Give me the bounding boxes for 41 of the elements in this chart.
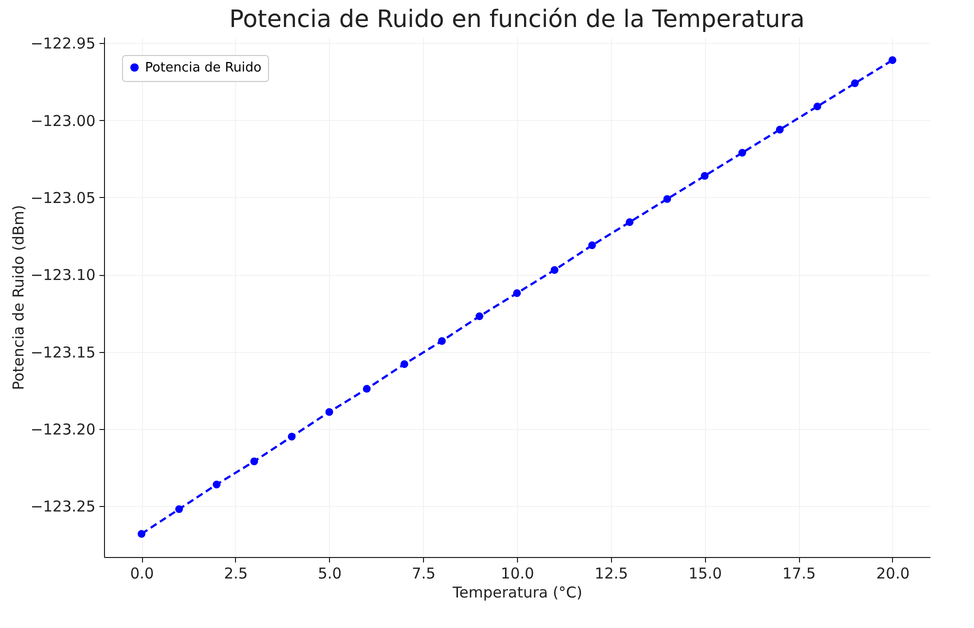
point (588, 241, 596, 250)
point (776, 126, 784, 134)
y-tick-label: −122.95 (30, 34, 96, 53)
y-tick-label: −123.10 (30, 266, 96, 284)
point (438, 337, 446, 345)
point (175, 505, 183, 514)
y-axis-title: Potencia de Ruido (dBm) (9, 204, 28, 390)
point (700, 172, 709, 180)
x-tick-label: 12.5 (594, 564, 628, 582)
point (325, 408, 334, 416)
point (626, 218, 634, 226)
x-tick-label: 0.0 (130, 564, 154, 582)
x-tick-label: 17.5 (782, 564, 816, 582)
point (250, 457, 258, 466)
point (212, 480, 221, 488)
x-tick-label: 20.0 (876, 564, 910, 582)
point (888, 56, 896, 64)
point (400, 360, 408, 368)
point (513, 289, 521, 298)
point (288, 432, 296, 441)
x-tick-label: 2.5 (224, 564, 248, 582)
y-tick-label: −123.15 (30, 343, 96, 362)
x-tick-label: 15.0 (688, 564, 722, 582)
point (813, 102, 822, 110)
point (138, 530, 146, 538)
point (362, 384, 371, 393)
chart-title: Potencia de Ruido en función de la Temperatura (229, 5, 805, 34)
y-tick-label: −123.25 (30, 498, 96, 516)
x-tick-label: 10.0 (500, 564, 534, 582)
point (550, 266, 558, 274)
point (663, 195, 672, 203)
y-tick-label: −123.05 (30, 188, 96, 207)
point (851, 79, 859, 88)
x-tick-label: 7.5 (412, 564, 436, 582)
x-axis-title: Temperatura (°C) (452, 584, 582, 602)
legend-label: Potencia de Ruido (145, 60, 262, 76)
y-tick-label: −123.20 (30, 420, 96, 438)
y-tick-label: −123.00 (30, 112, 96, 130)
point (738, 148, 746, 157)
x-tick-label: 5.0 (318, 564, 342, 582)
point (476, 312, 484, 320)
